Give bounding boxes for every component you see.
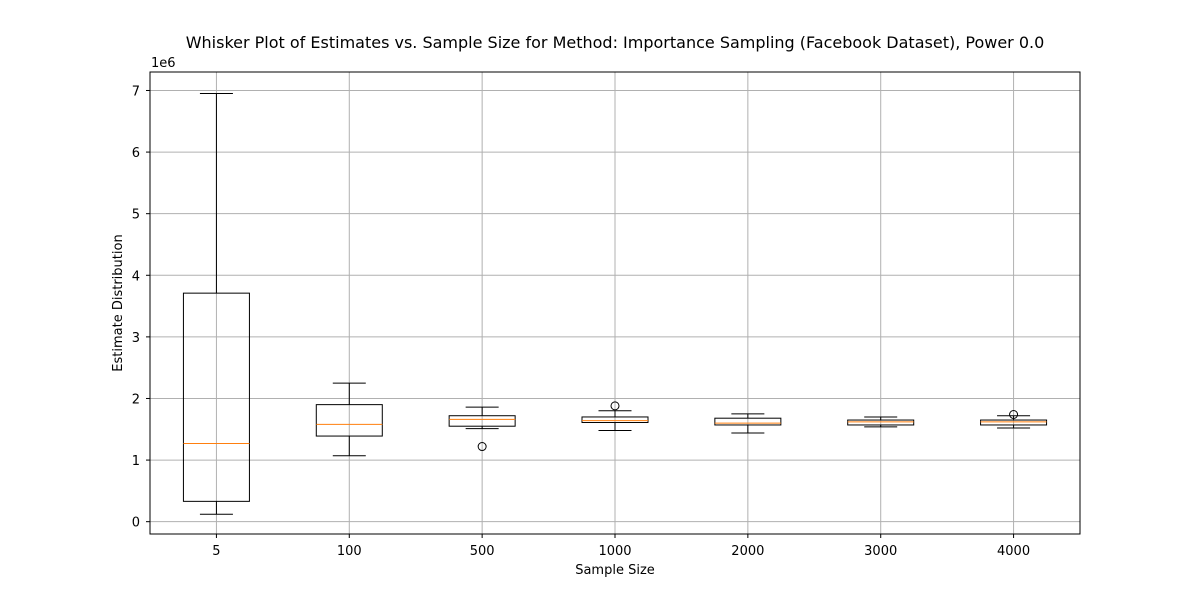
ticks-layer: 0 1 2 3 4 5 6 7 5 100 500 1000 2000 3000 4000	[132, 84, 1030, 559]
x-tick-label: 1000	[598, 544, 631, 559]
boxes-layer	[182, 93, 1048, 515]
outlier-point	[610, 401, 620, 411]
y-tick-label: 4	[132, 269, 140, 284]
y-tick-label: 7	[132, 84, 140, 99]
y-tick-label: 2	[132, 392, 140, 407]
y-tick-label: 5	[132, 208, 140, 223]
y-tick-label: 3	[132, 331, 140, 346]
chart-title: Whisker Plot of Estimates vs. Sample Siz…	[186, 33, 1045, 52]
box-iqr	[182, 292, 250, 502]
outlier-point	[477, 442, 487, 452]
x-tick-label: 4000	[997, 544, 1030, 559]
grid-layer	[150, 72, 1080, 534]
x-axis-label: Sample Size	[575, 563, 655, 578]
y-tick-label: 6	[132, 146, 140, 161]
x-tick-label: 500	[470, 544, 495, 559]
x-tick-label: 2000	[731, 544, 764, 559]
box-iqr	[714, 417, 782, 426]
y-tick-label: 0	[132, 516, 140, 531]
y-offset-label: 1e6	[151, 56, 176, 71]
box-iqr	[980, 419, 1048, 426]
outlier-point	[1009, 409, 1019, 419]
box-iqr	[847, 419, 915, 426]
x-tick-label: 3000	[864, 544, 897, 559]
x-tick-label: 5	[212, 544, 220, 559]
box-iqr	[315, 404, 383, 437]
box-iqr	[448, 415, 516, 427]
y-tick-label: 1	[132, 454, 140, 469]
y-axis-label: Estimate Distribution	[111, 234, 126, 371]
x-tick-label: 100	[337, 544, 362, 559]
box-iqr	[581, 416, 649, 424]
